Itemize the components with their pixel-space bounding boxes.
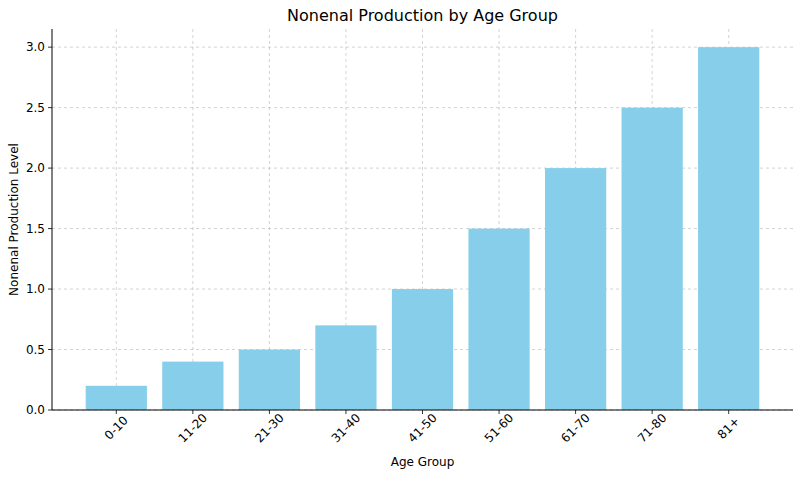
y-tick-label: 2.0 — [26, 161, 45, 175]
y-tick-label: 0.5 — [26, 343, 45, 357]
y-tick-label: 1.5 — [26, 222, 45, 236]
y-tick — [48, 107, 52, 108]
y-axis — [52, 29, 53, 410]
x-axis-label: Age Group — [391, 455, 455, 469]
x-tick — [728, 410, 729, 414]
x-tick-label: 71-80 — [635, 411, 670, 446]
y-tick — [48, 47, 52, 48]
y-tick — [48, 289, 52, 290]
y-tick — [48, 168, 52, 169]
bar — [698, 47, 759, 410]
y-tick-label: 0.0 — [26, 403, 45, 417]
bar — [239, 350, 300, 410]
x-tick — [652, 410, 653, 414]
x-tick — [345, 410, 346, 414]
grid-line-x — [116, 29, 117, 410]
bar — [86, 386, 147, 410]
y-tick — [48, 228, 52, 229]
x-tick-label: 51-60 — [482, 411, 517, 446]
x-tick-label: 41-50 — [405, 411, 440, 446]
bar — [545, 168, 606, 410]
x-tick-label: 11-20 — [176, 411, 211, 446]
x-tick-label: 0-10 — [102, 413, 131, 442]
grid-line-x — [192, 29, 193, 410]
x-tick — [269, 410, 270, 414]
x-tick-label: 31-40 — [329, 411, 364, 446]
chart: 0.0 0.5 1.0 1.5 2.0 2.5 3.0 0-10 11-20 21-30 31-40… — [0, 0, 800, 477]
x-tick-label: 81+ — [715, 414, 743, 442]
y-tick — [48, 410, 52, 411]
x-tick — [499, 410, 500, 414]
bar — [315, 325, 376, 410]
y-tick-label: 2.5 — [26, 101, 45, 115]
y-tick — [48, 349, 52, 350]
x-tick — [575, 410, 576, 414]
bar — [468, 229, 529, 410]
x-tick — [192, 410, 193, 414]
bar — [162, 362, 223, 410]
title: Nonenal Production by Age Group — [287, 6, 558, 25]
y-tick-label: 3.0 — [26, 40, 45, 54]
bar — [622, 108, 683, 410]
x-tick-label: 21-30 — [252, 411, 287, 446]
x-tick — [116, 410, 117, 414]
y-tick-label: 1.0 — [26, 282, 45, 296]
x-tick-label: 61-70 — [558, 411, 593, 446]
bar — [392, 289, 453, 410]
bars — [86, 47, 760, 410]
x-tick — [422, 410, 423, 414]
y-axis-label: Nonenal Production Level — [7, 143, 21, 296]
